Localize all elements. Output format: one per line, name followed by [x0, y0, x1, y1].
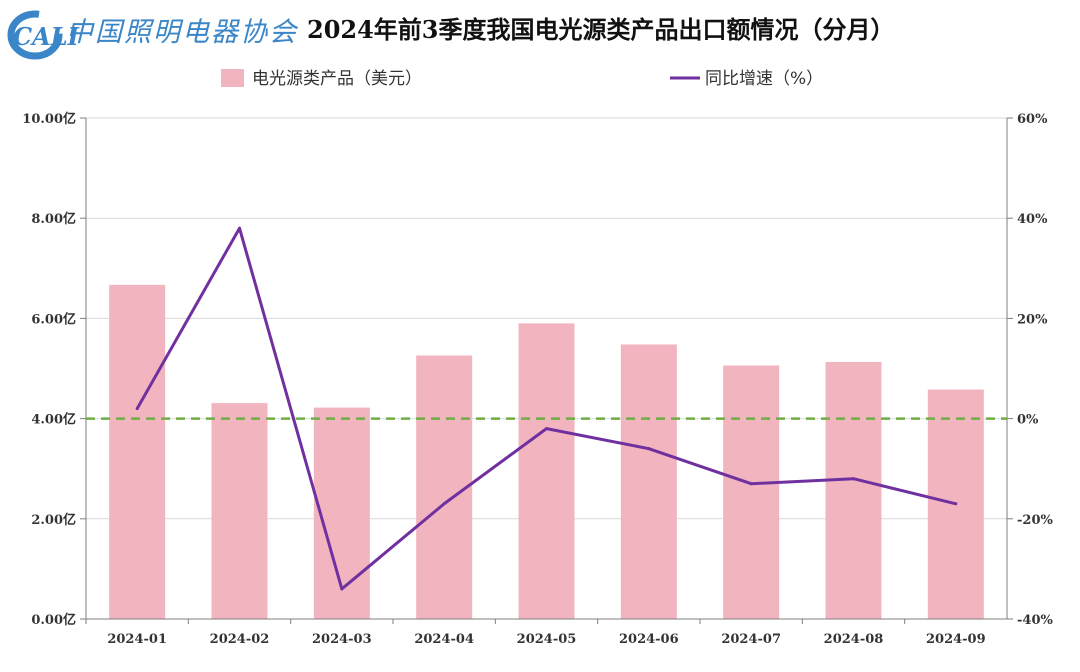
y-right-tick-label: -20%: [1017, 513, 1053, 528]
x-tick-label: 2024-08: [824, 632, 884, 647]
y-right-tick-label: -40%: [1017, 613, 1053, 628]
x-tick-label: 2024-09: [926, 632, 986, 647]
growth-line-series: [135, 226, 958, 591]
y-left-tick-label: 10.00亿: [22, 111, 76, 127]
org-name: 中国照明电器协会: [66, 17, 299, 48]
growth-point: [749, 482, 753, 486]
y-right-tick-label: 20%: [1017, 312, 1048, 327]
bar: [211, 403, 268, 619]
bar: [825, 361, 882, 619]
y-left-tick-label: 2.00亿: [31, 512, 76, 528]
x-tick-label: 2024-03: [312, 632, 372, 647]
x-tick-label: 2024-06: [619, 632, 679, 647]
logo-text: CALI: [13, 22, 80, 51]
x-tick-label: 2024-05: [517, 632, 577, 647]
growth-point: [647, 447, 651, 451]
growth-point: [954, 502, 958, 506]
bar: [416, 355, 473, 619]
growth-point: [135, 407, 139, 411]
growth-point: [852, 477, 855, 481]
growth-point: [545, 427, 548, 431]
legend-label-bar: 电光源类产品（美元）: [252, 69, 422, 89]
tick-labels: 0.00亿 2.00亿 4.00亿 6.00亿 8.00亿 10.00亿 -40% -20% 0…: [22, 111, 1053, 647]
y-left-tick-label: 6.00亿: [31, 311, 76, 327]
org-logo: CALI: [7, 10, 80, 60]
legend-label-line: 同比增速（%）: [705, 69, 823, 89]
chart-title: 2024年前3季度我国电光源类产品出口额情况（分月）: [307, 15, 895, 44]
legend: 电光源类产品（美元） 同比增速（%）: [221, 69, 823, 89]
x-tick-label: 2024-04: [414, 632, 474, 647]
x-tick-label: 2024-07: [721, 632, 781, 647]
y-right-tick-label: 0%: [1017, 413, 1039, 428]
bar: [109, 284, 166, 619]
bar: [723, 365, 780, 619]
bar: [620, 344, 677, 619]
logo-ring: [7, 10, 63, 60]
x-tick-label: 2024-02: [210, 632, 270, 647]
growth-point: [442, 502, 446, 506]
axes: [80, 117, 1013, 624]
y-left-tick-label: 8.00亿: [31, 211, 76, 227]
y-right-tick-label: 60%: [1017, 112, 1048, 127]
bar: [518, 323, 575, 619]
y-left-tick-label: 4.00亿: [31, 412, 76, 428]
y-right-tick-label: 40%: [1017, 212, 1048, 227]
growth-point: [238, 226, 241, 230]
growth-point: [340, 587, 344, 591]
bar-series: [109, 284, 984, 619]
y-left-tick-label: 0.00亿: [31, 612, 76, 628]
legend-swatch-bar: [221, 69, 244, 87]
x-tick-label: 2024-01: [107, 632, 167, 647]
